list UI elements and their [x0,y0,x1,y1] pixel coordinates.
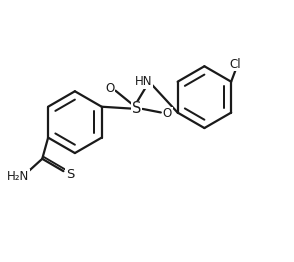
Text: HN: HN [135,75,153,88]
Text: Cl: Cl [230,58,241,70]
Text: O: O [106,82,115,95]
Text: H₂N: H₂N [7,170,29,183]
Text: S: S [66,168,74,181]
Text: S: S [132,101,141,116]
Text: O: O [163,107,172,120]
